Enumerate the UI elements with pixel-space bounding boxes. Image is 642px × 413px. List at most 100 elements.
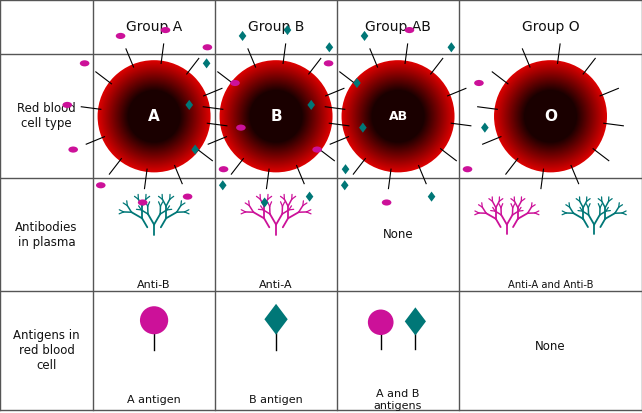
Ellipse shape — [237, 78, 315, 155]
Ellipse shape — [363, 82, 433, 151]
Ellipse shape — [353, 71, 443, 161]
Ellipse shape — [98, 60, 211, 172]
Text: A: A — [148, 109, 160, 124]
Ellipse shape — [351, 69, 445, 163]
Ellipse shape — [349, 67, 447, 165]
Text: Anti-B: Anti-B — [137, 280, 171, 290]
Ellipse shape — [100, 62, 209, 170]
Text: A and B
antigens: A and B antigens — [374, 389, 422, 411]
Polygon shape — [308, 100, 315, 110]
Ellipse shape — [345, 64, 451, 168]
Ellipse shape — [225, 65, 327, 167]
Ellipse shape — [223, 64, 329, 168]
Ellipse shape — [126, 88, 182, 145]
Circle shape — [219, 166, 229, 172]
Polygon shape — [306, 192, 313, 202]
Ellipse shape — [241, 82, 311, 151]
Text: A antigen: A antigen — [127, 395, 181, 405]
Ellipse shape — [108, 71, 200, 162]
Circle shape — [463, 166, 473, 172]
Circle shape — [404, 27, 414, 33]
Ellipse shape — [354, 73, 442, 160]
Ellipse shape — [118, 81, 190, 152]
Ellipse shape — [370, 89, 426, 144]
Text: Group A: Group A — [126, 20, 182, 34]
Circle shape — [382, 199, 392, 206]
Ellipse shape — [230, 71, 322, 162]
Ellipse shape — [99, 61, 209, 171]
Ellipse shape — [514, 80, 587, 153]
Polygon shape — [203, 58, 211, 69]
Circle shape — [474, 80, 483, 86]
Ellipse shape — [517, 83, 584, 150]
Ellipse shape — [116, 79, 192, 154]
Ellipse shape — [364, 83, 432, 150]
Ellipse shape — [242, 83, 310, 150]
Text: Antibodies
in plasma: Antibodies in plasma — [15, 221, 78, 249]
Polygon shape — [239, 31, 247, 41]
Ellipse shape — [101, 63, 207, 169]
Circle shape — [80, 60, 89, 66]
Ellipse shape — [221, 62, 331, 170]
Ellipse shape — [516, 82, 586, 151]
Polygon shape — [265, 304, 288, 335]
Polygon shape — [428, 192, 435, 202]
Ellipse shape — [121, 84, 187, 149]
Polygon shape — [219, 180, 227, 190]
Ellipse shape — [360, 79, 436, 154]
Polygon shape — [481, 123, 489, 133]
Ellipse shape — [107, 69, 201, 163]
Polygon shape — [284, 25, 291, 35]
Ellipse shape — [111, 74, 197, 159]
Ellipse shape — [508, 75, 593, 158]
Polygon shape — [447, 42, 455, 52]
Ellipse shape — [497, 63, 604, 169]
Ellipse shape — [235, 76, 317, 157]
Ellipse shape — [367, 85, 429, 148]
Ellipse shape — [367, 86, 429, 147]
Ellipse shape — [226, 66, 326, 166]
Text: None: None — [535, 340, 566, 353]
Ellipse shape — [520, 86, 581, 147]
Text: O: O — [544, 109, 557, 124]
Ellipse shape — [240, 81, 312, 152]
Text: B antigen: B antigen — [249, 395, 303, 405]
Text: Group B: Group B — [248, 20, 304, 34]
Ellipse shape — [355, 74, 441, 159]
Ellipse shape — [123, 85, 186, 148]
Ellipse shape — [248, 89, 304, 144]
Ellipse shape — [140, 306, 168, 334]
Ellipse shape — [114, 77, 194, 156]
Ellipse shape — [223, 63, 329, 169]
Text: Anti-A: Anti-A — [259, 280, 293, 290]
Ellipse shape — [238, 79, 314, 154]
Ellipse shape — [123, 86, 185, 147]
Text: Red blood
cell type: Red blood cell type — [17, 102, 76, 130]
Ellipse shape — [350, 69, 446, 164]
Circle shape — [236, 125, 246, 131]
Text: Group O: Group O — [522, 20, 579, 34]
Circle shape — [96, 182, 105, 188]
Text: B: B — [270, 109, 282, 124]
Ellipse shape — [233, 74, 319, 159]
Ellipse shape — [358, 77, 438, 156]
Ellipse shape — [503, 69, 598, 163]
Ellipse shape — [110, 73, 198, 160]
Ellipse shape — [518, 84, 583, 149]
Ellipse shape — [343, 62, 453, 170]
Ellipse shape — [496, 62, 605, 170]
Polygon shape — [341, 180, 349, 190]
Ellipse shape — [232, 73, 320, 160]
Ellipse shape — [495, 61, 606, 171]
Ellipse shape — [227, 67, 325, 165]
Polygon shape — [361, 31, 369, 41]
Circle shape — [230, 80, 239, 86]
Ellipse shape — [521, 87, 580, 146]
Text: Group AB: Group AB — [365, 20, 431, 34]
Circle shape — [324, 60, 333, 66]
Ellipse shape — [500, 66, 601, 166]
Polygon shape — [186, 100, 193, 110]
Ellipse shape — [368, 309, 394, 335]
Polygon shape — [325, 42, 333, 52]
Ellipse shape — [245, 86, 307, 147]
